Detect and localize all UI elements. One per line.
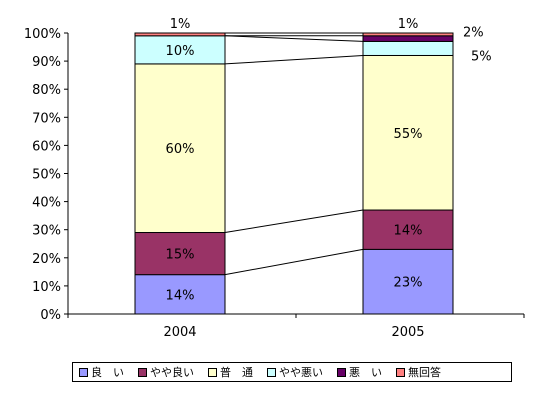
connector-line	[224, 35, 364, 42]
data-label: 2%	[463, 26, 484, 41]
x-tick-label: 2005	[391, 325, 424, 340]
data-label: 10%	[166, 44, 195, 59]
series-connector-lines	[224, 32, 364, 276]
legend-swatch	[79, 367, 88, 377]
legend-label: 普 通	[220, 366, 253, 379]
legend-swatch	[267, 367, 276, 377]
data-label: 55%	[394, 127, 423, 142]
data-label: 15%	[166, 248, 195, 263]
bar-segment	[134, 35, 226, 65]
legend-item: やや悪い	[267, 364, 323, 380]
legend-item: 悪 い	[337, 364, 382, 380]
legend-swatch	[138, 367, 147, 377]
data-label: 1%	[398, 17, 419, 32]
bar-segment	[134, 32, 226, 37]
data-labels: 14% 15% 60% 10% 1% 23% 14% 55% 5% 2% 1%	[166, 17, 492, 303]
y-tick-label: 60%	[32, 139, 61, 154]
y-axis: 0% 10% 20% 30% 40% 50% 60% 70% 80% 90% 100%	[24, 27, 69, 323]
y-tick-label: 30%	[32, 224, 61, 239]
legend-item: やや良い	[138, 364, 194, 380]
data-label: 14%	[394, 224, 423, 239]
legend-swatch	[396, 367, 405, 377]
y-tick-label: 100%	[24, 27, 61, 42]
legend-label: 悪 い	[349, 366, 382, 379]
data-label: 14%	[166, 288, 195, 303]
data-label: 5%	[471, 49, 492, 64]
y-tick-label: 50%	[32, 168, 61, 183]
bars	[134, 32, 454, 315]
y-tick-label: 20%	[32, 252, 61, 267]
bar-segment	[362, 209, 454, 250]
y-tick-label: 40%	[32, 196, 61, 211]
legend-item: 無回答	[396, 364, 441, 380]
legend-item: 良 い	[79, 364, 124, 380]
legend-swatch	[337, 367, 346, 377]
legend-label: やや良い	[150, 366, 194, 379]
bar-segment	[362, 35, 454, 42]
legend-item: 普 通	[208, 364, 253, 380]
y-tick-label: 10%	[32, 280, 61, 295]
data-label: 1%	[170, 17, 191, 32]
x-axis: 2004 2005	[67, 313, 525, 340]
bar-segment	[362, 32, 454, 37]
y-tick-label: 80%	[32, 83, 61, 98]
connector-line	[224, 248, 364, 276]
legend-label: 良 い	[91, 366, 124, 379]
y-tick-label: 0%	[40, 308, 61, 323]
y-tick-label: 70%	[32, 111, 61, 126]
legend-label: やや悪い	[279, 366, 323, 379]
y-tick-label: 90%	[32, 55, 61, 70]
connector-line	[224, 54, 364, 65]
legend-swatch	[208, 367, 217, 377]
bar-segment	[134, 63, 226, 234]
bar-segment	[362, 54, 454, 211]
bar-segment	[362, 40, 454, 56]
legend-label: 無回答	[408, 366, 441, 379]
legend: 良 い やや良い 普 通 やや悪い 悪 い 無回答	[72, 362, 512, 382]
data-label: 23%	[394, 276, 423, 291]
connector-line	[224, 209, 364, 234]
data-label: 60%	[166, 142, 195, 157]
x-tick-label: 2004	[163, 325, 196, 340]
